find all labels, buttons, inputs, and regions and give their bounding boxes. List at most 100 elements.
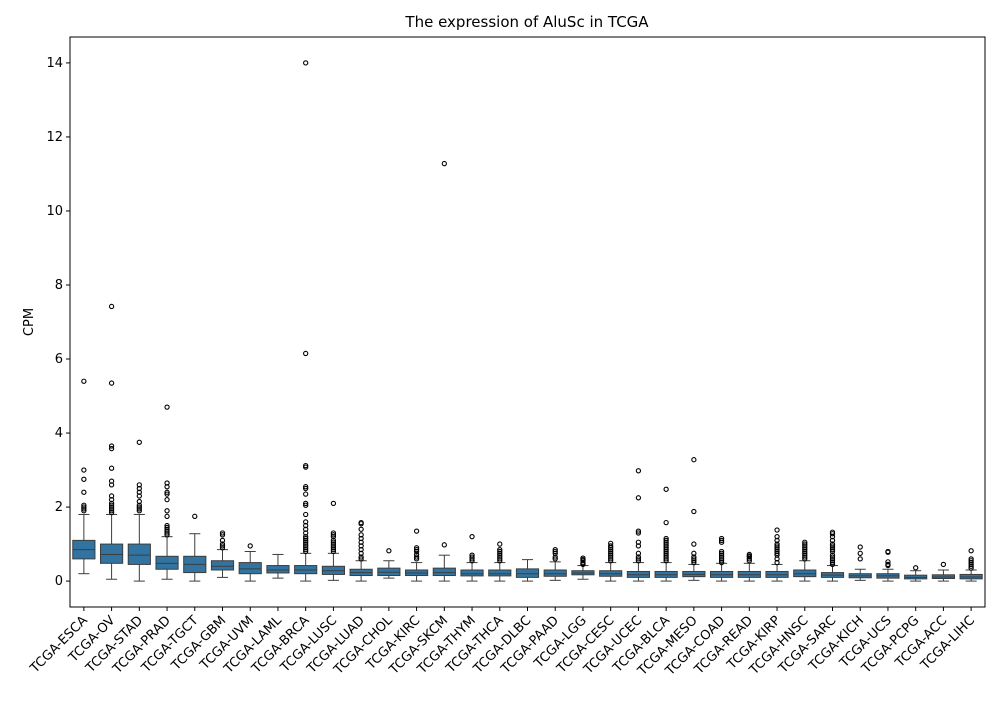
box-group-tcga-laml xyxy=(266,553,290,579)
box-iqr xyxy=(155,555,179,570)
box-group-tcga-luad xyxy=(349,519,373,582)
box-group-tcga-kirc xyxy=(405,528,429,582)
y-tick-label: 2 xyxy=(55,500,63,515)
outlier-point xyxy=(497,556,503,562)
chart-axes: 02468101214TCGA-ESCATCGA-OVTCGA-STADTCGA… xyxy=(27,36,986,679)
outlier-point xyxy=(192,513,198,519)
outlier-point xyxy=(164,532,170,538)
outlier-point xyxy=(663,519,669,526)
outlier-point xyxy=(108,303,115,310)
outlier-point xyxy=(330,532,337,538)
outlier-point xyxy=(108,380,115,386)
box-group-tcga-ucs xyxy=(876,548,900,582)
plot-frame xyxy=(69,36,986,608)
outlier-point xyxy=(608,558,614,564)
box-group-tcga-sarc xyxy=(820,529,845,582)
box-group-tcga-pcpg xyxy=(904,565,928,582)
box-iqr xyxy=(100,543,124,564)
y-tick-label: 0 xyxy=(55,574,63,589)
box-group-tcga-kirp xyxy=(765,527,789,582)
outlier-point xyxy=(857,544,863,550)
outlier-point xyxy=(358,556,364,562)
outlier-point xyxy=(81,508,87,514)
outlier-point xyxy=(303,484,309,490)
box-group-tcga-gbm xyxy=(210,530,235,578)
y-tick-label: 12 xyxy=(46,130,63,145)
outlier-point xyxy=(247,543,253,549)
outlier-point xyxy=(663,486,669,492)
outlier-point xyxy=(136,508,142,514)
box-group-tcga-coad xyxy=(710,535,734,582)
outlier-point xyxy=(829,559,836,566)
box-group-tcga-esca xyxy=(72,378,96,575)
outlier-point xyxy=(635,543,642,549)
outlier-point xyxy=(108,445,115,452)
box-group-tcga-thca xyxy=(488,541,512,582)
box-group-tcga-uvm xyxy=(238,543,262,582)
outlier-point xyxy=(219,530,226,536)
outlier-point xyxy=(829,546,836,553)
outlier-point xyxy=(940,561,947,568)
outlier-point xyxy=(164,484,170,490)
outlier-point xyxy=(441,160,447,167)
outlier-point xyxy=(580,561,586,568)
outlier-point xyxy=(802,554,808,560)
outlier-point xyxy=(219,543,226,549)
outlier-point xyxy=(108,465,115,471)
outlier-point xyxy=(219,532,226,538)
outlier-point xyxy=(635,528,642,534)
outlier-point xyxy=(885,549,891,555)
outlier-point xyxy=(108,443,115,449)
y-axis-label: CPM xyxy=(22,308,37,336)
box-iqr xyxy=(543,569,567,577)
box-group-tcga-lgg xyxy=(571,555,595,580)
outlier-point xyxy=(303,500,309,507)
outlier-point xyxy=(968,565,974,571)
outlier-point xyxy=(303,546,309,553)
box-group-tcga-ov xyxy=(100,303,124,580)
box-group-tcga-read xyxy=(737,551,761,582)
outlier-point xyxy=(635,495,642,501)
outlier-point xyxy=(303,485,309,492)
outlier-point xyxy=(303,350,309,357)
outlier-point xyxy=(413,556,420,562)
box-group-tcga-ucec xyxy=(626,468,650,582)
outlier-point xyxy=(691,558,697,564)
outlier-point xyxy=(885,562,891,569)
outlier-point xyxy=(303,60,309,66)
y-tick-label: 8 xyxy=(55,278,63,293)
outlier-point xyxy=(857,556,863,562)
outlier-point xyxy=(829,561,836,568)
outlier-point xyxy=(829,531,836,537)
outlier-point xyxy=(303,491,309,497)
outlier-point xyxy=(303,511,309,518)
outlier-point xyxy=(330,548,337,555)
outlier-point xyxy=(968,563,974,569)
box-iqr xyxy=(515,568,540,578)
outlier-point xyxy=(552,548,558,555)
outlier-point xyxy=(635,468,642,474)
outlier-point xyxy=(497,558,503,564)
outlier-point xyxy=(718,539,725,545)
box-iqr xyxy=(460,569,484,577)
box-group-tcga-cesc xyxy=(599,540,623,582)
y-tick-label: 14 xyxy=(46,56,63,71)
y-tick-label: 10 xyxy=(46,204,63,219)
box-iqr xyxy=(238,562,262,575)
outlier-point xyxy=(663,556,669,562)
y-tick-label: 4 xyxy=(55,426,63,441)
outlier-point xyxy=(469,534,475,540)
chart-title: The expression of AluSc in TCGA xyxy=(404,13,649,31)
outlier-point xyxy=(81,489,87,495)
chart-marks xyxy=(72,60,983,582)
outlier-point xyxy=(968,548,974,554)
outlier-point xyxy=(441,542,447,548)
box-iqr xyxy=(266,565,290,574)
outlier-point xyxy=(386,548,392,554)
box-group-tcga-tgct xyxy=(183,513,207,582)
outlier-point xyxy=(413,554,420,560)
outlier-point xyxy=(164,530,170,536)
outlier-point xyxy=(81,506,87,512)
outlier-point xyxy=(358,554,364,560)
